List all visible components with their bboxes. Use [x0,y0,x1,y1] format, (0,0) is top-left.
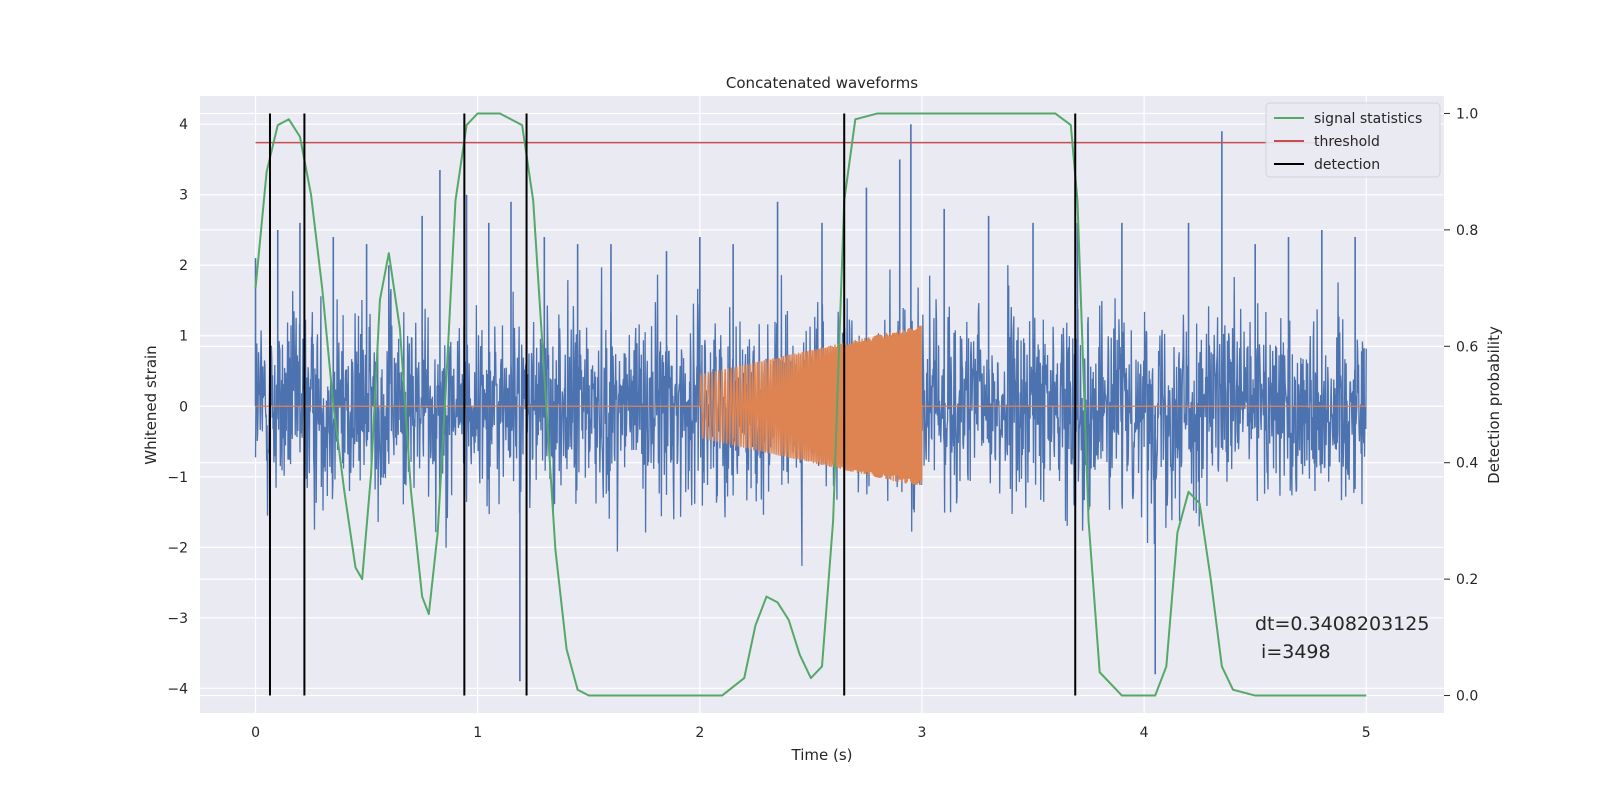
legend-signal-statistics-label: signal statistics [1314,111,1422,127]
annotation-line: dt=0.3408203125 [1255,613,1429,635]
y-tick-label: 2 [179,258,188,274]
y-tick-label: −2 [167,540,188,556]
x-tick-label: 5 [1362,725,1371,741]
legend-box [1265,102,1441,178]
y-tick-labels: −4 −3 −2 −1 0 1 2 3 4 [167,117,188,697]
y2-tick-label: 0.8 [1456,223,1478,239]
annotation-line: i=3498 [1255,641,1331,663]
x-axis-label: Time (s) [791,746,853,764]
x-tick-labels: 0 1 2 3 4 5 [251,725,1371,741]
y-tick-label: −1 [167,470,188,486]
injection-chirp-line [255,325,1367,485]
y-tick-label: 4 [179,117,188,133]
chart-title: Concatenated waveforms [726,74,918,92]
y2-tick-label: 0.4 [1456,456,1478,472]
legend: signal statistics threshold detection [1265,102,1441,178]
y2-tick-labels: 0.0 0.2 0.4 0.6 0.8 1.0 [1444,106,1478,705]
y2-tick-label: 0.0 [1456,689,1478,705]
y-tick-label: 1 [179,329,188,345]
x-tick-label: 2 [695,725,704,741]
legend-detection-label: detection [1314,157,1380,173]
y-tick-label: 3 [179,188,188,204]
y2-tick-label: 0.6 [1456,339,1478,355]
legend-threshold-label: threshold [1314,134,1380,150]
y-tick-label: −3 [167,611,188,627]
x-tick-label: 0 [251,725,260,741]
y2-tick-label: 0.2 [1456,572,1478,588]
annotation-text: dt=0.3408203125 i=3498 [1255,613,1429,663]
y-tick-label: 0 [179,399,188,415]
x-tick-label: 4 [1140,725,1149,741]
y2-axis-label: Detection probability [1485,326,1503,484]
x-tick-label: 1 [473,725,482,741]
chart-marks [254,112,1367,697]
y-axis-label: Whitened strain [142,345,160,464]
y-tick-label: −4 [167,681,188,697]
signal-statistics-line [254,112,1367,697]
y2-tick-label: 1.0 [1456,106,1478,122]
x-tick-label: 3 [918,725,927,741]
